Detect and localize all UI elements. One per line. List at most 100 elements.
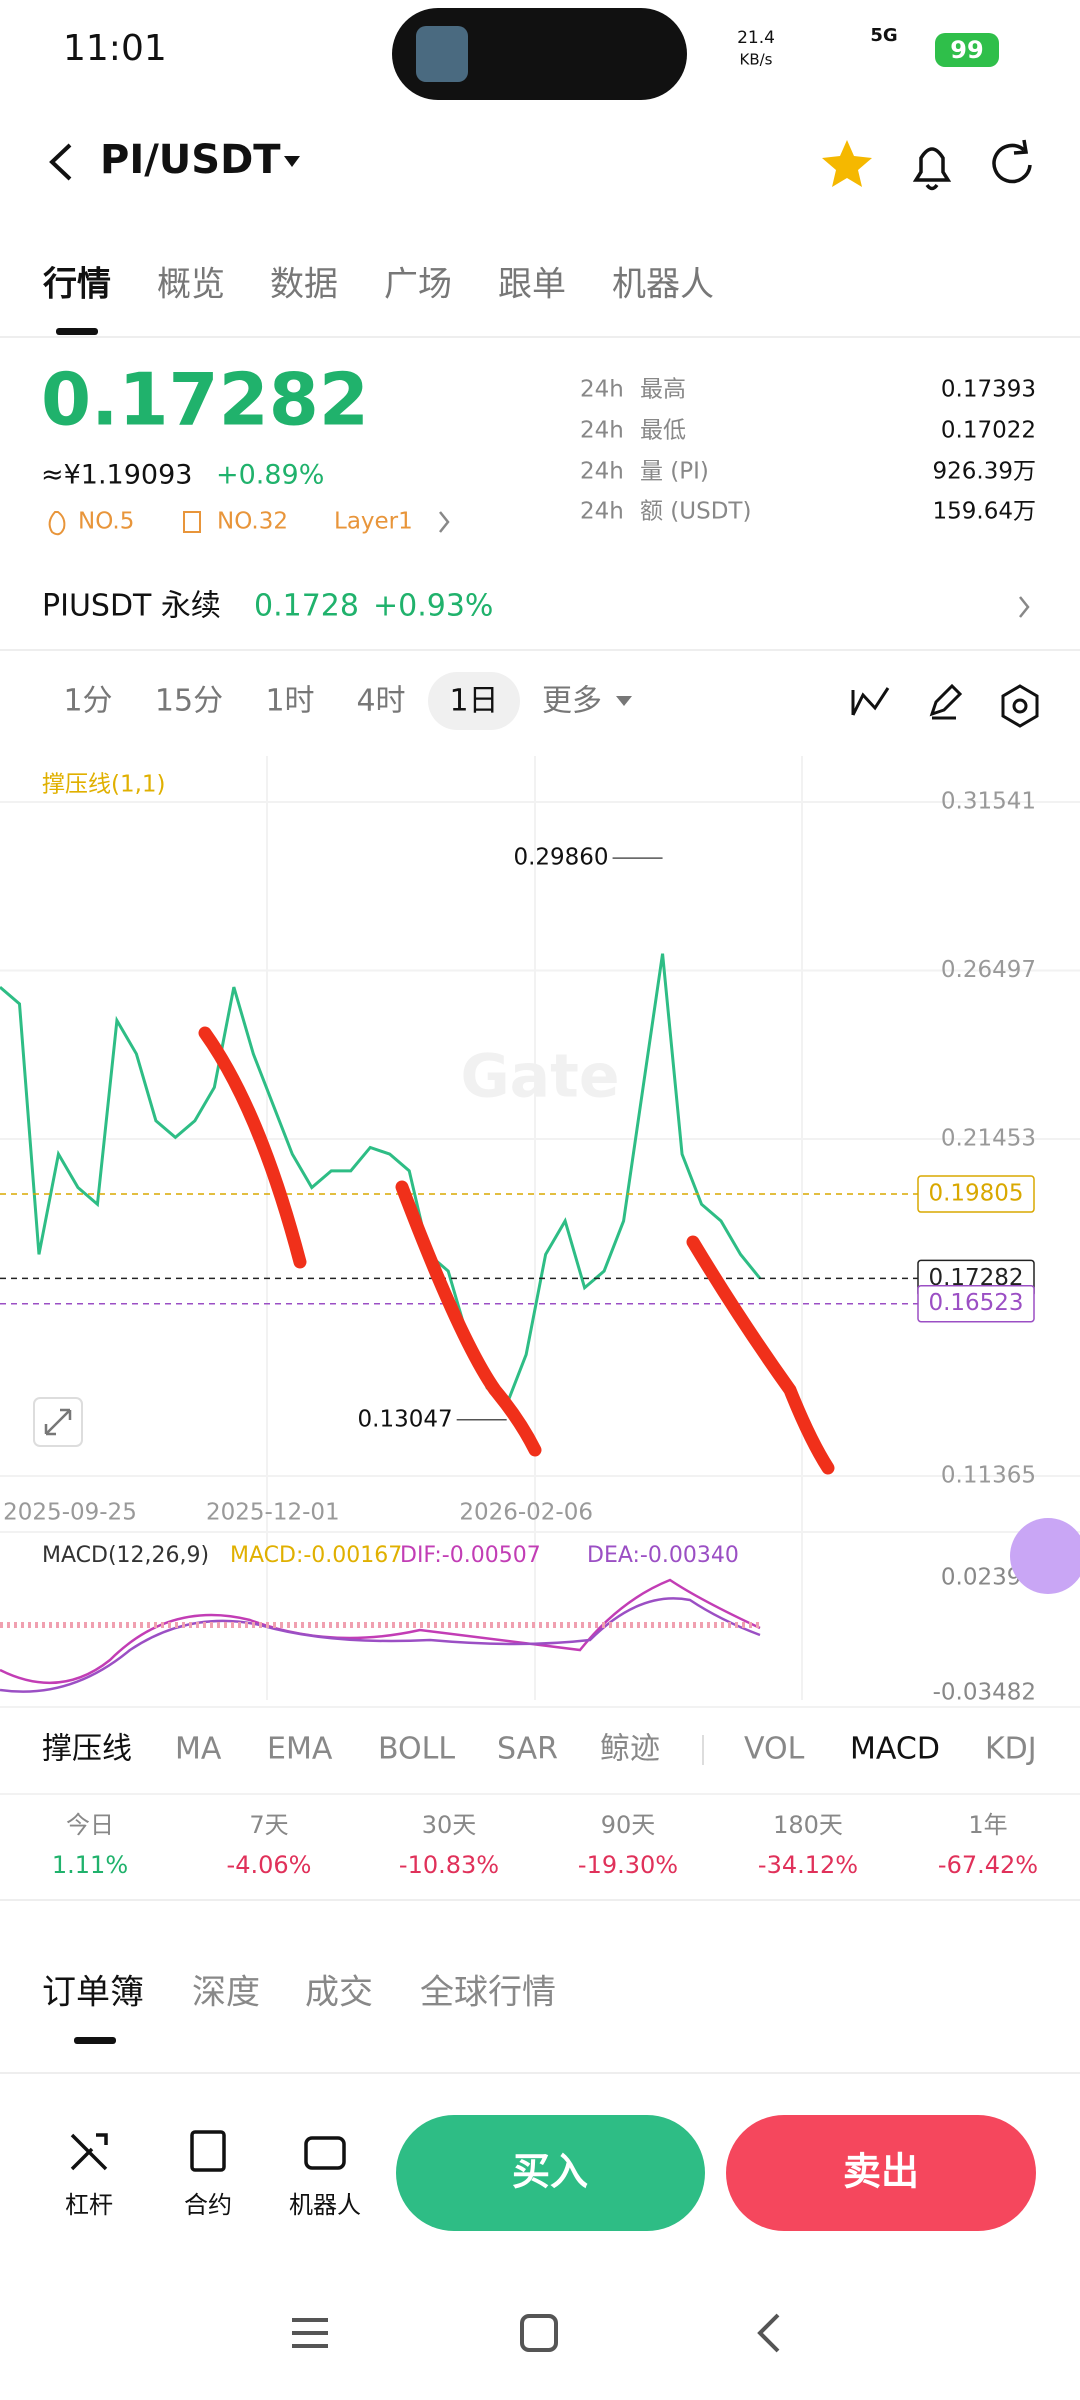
interval[interactable]: 1时 xyxy=(265,684,314,719)
interval-selected-bg xyxy=(428,672,520,730)
order-tab[interactable]: 订单簿 xyxy=(42,1973,144,2013)
robot-icon[interactable] xyxy=(304,2136,346,2170)
tab[interactable]: 行情 xyxy=(43,265,111,305)
net-speed: 21.4 xyxy=(737,28,775,48)
nav-menu[interactable] xyxy=(292,2318,328,2348)
pair-title[interactable]: PI/USDT xyxy=(100,137,281,183)
perp-name[interactable]: PIUSDT 永续 xyxy=(42,589,221,624)
tab[interactable]: 机器人 xyxy=(612,265,714,305)
indicator-tab[interactable]: SAR xyxy=(497,1732,558,1767)
stat-value: 0.17393 xyxy=(941,377,1036,403)
more-dropdown[interactable] xyxy=(616,696,632,706)
price-line xyxy=(0,953,762,1408)
interval[interactable]: 更多 xyxy=(542,684,602,719)
favorite-star[interactable] xyxy=(822,140,872,187)
indicator-tab[interactable]: VOL xyxy=(744,1732,805,1767)
tool-label[interactable]: 杠杆 xyxy=(65,2191,113,2219)
buy-label[interactable]: 买入 xyxy=(512,2150,588,2194)
performance: 今日 1.11% 7天 -4.06% 30天 -10.83% 90天 -19.30% 180天 -… xyxy=(52,1811,1038,1879)
price-tag-label: 0.16523 xyxy=(928,1290,1023,1316)
settings[interactable] xyxy=(1001,684,1039,728)
refresh[interactable] xyxy=(992,139,1032,184)
change: +0.89% xyxy=(216,460,324,491)
order-tab[interactable]: 深度 xyxy=(192,1973,260,2013)
x-tick-label: 2026-02-06 xyxy=(459,1500,593,1526)
perf-label: 30天 xyxy=(422,1811,477,1839)
macd-title: MACD(12,26,9) xyxy=(42,1543,209,1568)
stat-period: 24h xyxy=(580,377,624,403)
x-tick-label: 2025-12-01 xyxy=(206,1500,340,1526)
price-tag-label: 0.19805 xyxy=(928,1181,1023,1207)
divider xyxy=(0,1706,1080,1708)
stat-label: 额 (USDT) xyxy=(640,499,751,525)
hand-drawn-marks xyxy=(198,1026,835,1475)
order-tab[interactable]: 全球行情 xyxy=(420,1973,556,2013)
nav-back[interactable] xyxy=(757,2313,780,2353)
stat-period: 24h xyxy=(580,418,624,444)
indicator-tab[interactable]: EMA xyxy=(267,1732,333,1767)
chevron xyxy=(439,511,450,533)
perf-value: -67.42% xyxy=(938,1851,1038,1879)
stat-label: 最低 xyxy=(640,418,686,444)
watermark: Gate xyxy=(460,1042,619,1112)
divider xyxy=(0,1531,1080,1533)
perf-label: 1年 xyxy=(968,1811,1007,1839)
divider xyxy=(0,1899,1080,1901)
y-tick-label: 0.21453 xyxy=(941,1126,1036,1152)
stat-label: 最高 xyxy=(640,377,686,403)
buy-button[interactable] xyxy=(396,2115,705,2231)
draw-tool[interactable] xyxy=(929,683,963,720)
tab[interactable]: 概览 xyxy=(157,265,225,305)
price-tag xyxy=(917,1284,1035,1323)
expand-icon xyxy=(44,1408,72,1436)
tag[interactable]: Layer1 xyxy=(334,509,413,535)
settings-dot xyxy=(1012,698,1028,714)
perf-label: 今日 xyxy=(66,1811,114,1839)
tool-label[interactable]: 机器人 xyxy=(289,2191,361,2219)
time: 11:01 xyxy=(63,28,167,69)
divider xyxy=(0,649,1080,651)
macd-axis: -0.03482 xyxy=(933,1680,1036,1706)
perp-price: 0.1728 xyxy=(254,589,359,624)
tool-label[interactable]: 合约 xyxy=(184,2191,232,2219)
indicator-tool[interactable] xyxy=(851,687,890,716)
tab[interactable]: 数据 xyxy=(270,265,338,305)
leverage-icon[interactable] xyxy=(70,2133,108,2171)
sell-label[interactable]: 卖出 xyxy=(843,2150,919,2194)
interval[interactable]: 4时 xyxy=(356,684,405,719)
stat-value: 0.17022 xyxy=(941,418,1036,444)
dea-line xyxy=(0,1597,761,1693)
nav-home[interactable] xyxy=(520,2314,558,2352)
interval[interactable]: 1日 xyxy=(449,684,498,719)
perf-value: -34.12% xyxy=(758,1851,858,1879)
net-unit: KB/s xyxy=(740,51,773,69)
tab[interactable]: 广场 xyxy=(384,265,452,305)
pair-dropdown[interactable] xyxy=(284,156,300,167)
back-button[interactable] xyxy=(49,143,72,181)
y-tick-label: 0.11365 xyxy=(941,1463,1036,1489)
order-tab[interactable]: 成交 xyxy=(305,1973,373,2013)
alert-bell[interactable] xyxy=(912,147,952,191)
tab[interactable]: 跟单 xyxy=(498,265,566,305)
dif-line xyxy=(0,1578,761,1685)
stat-value: 926.39万 xyxy=(933,459,1036,485)
interval[interactable]: 1分 xyxy=(63,684,112,719)
indicator-tab[interactable]: KDJ xyxy=(985,1732,1037,1767)
interval[interactable]: 15分 xyxy=(155,684,223,719)
perf-value: -10.83% xyxy=(399,1851,499,1879)
y-tick-label: 0.26497 xyxy=(941,957,1036,983)
order-tabs: 订单簿 深度 成交 全球行情 xyxy=(42,1973,556,2013)
sell-button[interactable] xyxy=(726,2115,1036,2231)
intervals: 1分 15分 1时 4时 1日 更多 xyxy=(63,684,602,719)
assistant-bubble[interactable] xyxy=(1010,1518,1080,1594)
indicator-tab[interactable]: 鲸迹 xyxy=(600,1732,660,1767)
indicator-tab[interactable]: 撑压线 xyxy=(42,1732,132,1767)
indicator-tab[interactable]: MA xyxy=(175,1732,222,1767)
indicator-tab[interactable]: BOLL xyxy=(378,1732,455,1767)
contract-icon[interactable] xyxy=(190,2130,226,2172)
perf-label: 90天 xyxy=(601,1811,656,1839)
divider xyxy=(0,2072,1080,2074)
price-chart: 撑压线(1,1) Gate 0.11365 0.21453 0.26497 0.315… xyxy=(0,756,1080,1700)
indicator-tab[interactable]: MACD xyxy=(850,1732,940,1767)
